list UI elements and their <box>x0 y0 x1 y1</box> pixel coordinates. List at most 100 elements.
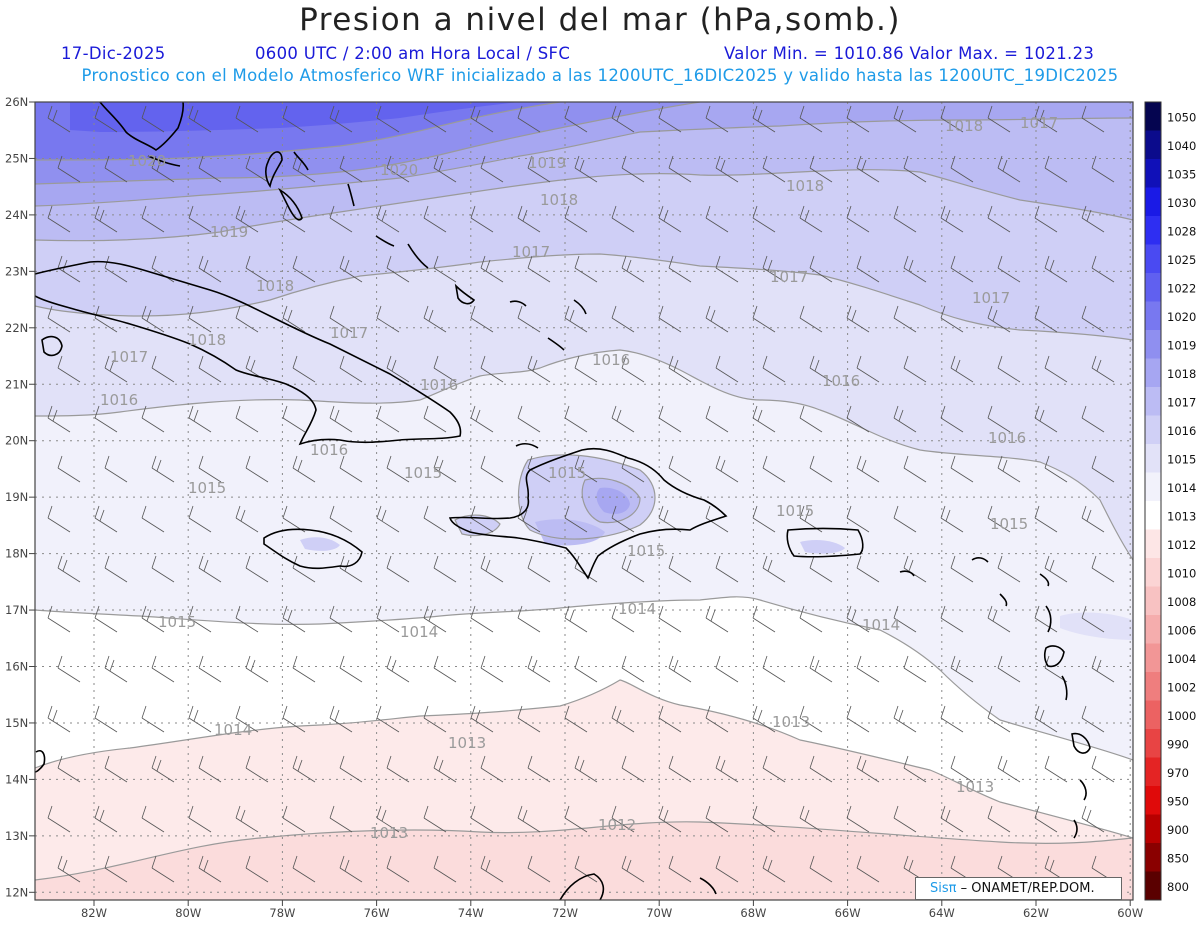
colorbar-label: 900 <box>1167 823 1189 837</box>
cuba-coast <box>35 260 462 446</box>
wind-barb <box>893 105 917 133</box>
wind-barb <box>1081 705 1105 733</box>
wind-barb <box>856 555 880 583</box>
wind-barb <box>47 605 71 633</box>
wind-barb <box>329 805 353 833</box>
wind-barb <box>94 205 118 233</box>
wind-barb <box>611 505 635 533</box>
wind-barb <box>705 305 729 333</box>
wind-barb <box>668 655 692 683</box>
wind-barb <box>235 605 259 633</box>
wind-barb <box>57 855 81 883</box>
contour-label: 1014 <box>618 600 656 618</box>
contour-label: 1019 <box>528 154 566 172</box>
wind-barb <box>997 455 1021 483</box>
wind-barb <box>658 405 682 433</box>
wind-barb <box>705 105 729 133</box>
wind-barb <box>846 105 870 133</box>
contour-label: 1016 <box>100 391 138 409</box>
wind-barb <box>715 455 739 483</box>
min-max-values: Valor Min. = 1010.86 Valor Max. = 1021.2… <box>724 44 1095 63</box>
lesser-antilles-coast <box>1043 645 1065 668</box>
wind-barb <box>94 605 118 633</box>
wind-barb <box>752 505 776 533</box>
wind-barb <box>470 605 494 633</box>
contour-label: 1012 <box>598 816 636 834</box>
wind-barb <box>245 355 269 383</box>
colorbar-swatch <box>1145 615 1161 644</box>
wind-barb <box>950 355 974 383</box>
wind-barb <box>574 755 598 783</box>
lat-label: 13N <box>5 829 28 843</box>
contour-label: 1015 <box>776 502 814 520</box>
wind-barb <box>903 155 927 183</box>
wind-barb <box>527 455 551 483</box>
wind-barb <box>574 855 598 883</box>
wind-barb <box>423 305 447 333</box>
wind-barb <box>564 705 588 733</box>
wind-barb <box>621 855 645 883</box>
forecast-time: 0600 UTC / 2:00 am Hora Local / SFC <box>255 44 571 63</box>
wind-barb <box>329 405 353 433</box>
contour-label: 1017 <box>110 348 148 366</box>
wind-barb <box>94 705 118 733</box>
wind-barb <box>564 305 588 333</box>
wind-barb <box>329 205 353 233</box>
wind-barb <box>282 405 306 433</box>
wind-barb <box>1081 805 1105 833</box>
wind-barb <box>141 805 165 833</box>
wind-barb <box>950 455 974 483</box>
wind-barb <box>245 755 269 783</box>
wind-barb <box>846 405 870 433</box>
wind-barb <box>423 405 447 433</box>
wind-barb <box>668 555 692 583</box>
wind-barb <box>658 805 682 833</box>
wind-barb <box>846 805 870 833</box>
wind-barb <box>480 355 504 383</box>
wind-barb <box>564 205 588 233</box>
wind-barb <box>188 705 212 733</box>
wind-barb <box>188 105 212 133</box>
wind-barb <box>470 505 494 533</box>
wind-barb <box>940 305 964 333</box>
wind-barb <box>282 605 306 633</box>
wind-barb <box>517 205 541 233</box>
lat-label: 14N <box>5 772 28 786</box>
wind-barb <box>893 405 917 433</box>
wind-barb <box>104 755 128 783</box>
colorbar-label: 970 <box>1167 766 1189 780</box>
wind-barb <box>292 455 316 483</box>
wind-barb <box>668 855 692 883</box>
colorbar-swatch <box>1145 871 1161 900</box>
wind-barb <box>893 805 917 833</box>
lat-label: 22N <box>5 321 28 335</box>
contour-label: 1014 <box>400 623 438 641</box>
wind-barb <box>57 755 81 783</box>
wind-barb <box>799 205 823 233</box>
colorbar-swatch <box>1145 159 1161 188</box>
wind-barb <box>1044 555 1068 583</box>
wind-barb <box>433 355 457 383</box>
colorbar-swatch <box>1145 358 1161 387</box>
wind-barb <box>705 805 729 833</box>
wind-barb <box>329 705 353 733</box>
wind-barb <box>997 155 1021 183</box>
wind-barb <box>621 355 645 383</box>
wind-barb <box>339 755 363 783</box>
wind-barb <box>470 405 494 433</box>
wind-barb <box>903 755 927 783</box>
colorbar-label: 1014 <box>1167 481 1196 495</box>
wind-barb <box>480 555 504 583</box>
colorbar-swatch <box>1145 786 1161 815</box>
wind-barb <box>94 805 118 833</box>
wind-barb <box>386 155 410 183</box>
wind-barb <box>433 155 457 183</box>
colorbar-swatch <box>1145 444 1161 473</box>
contour-label: 1018 <box>256 277 294 295</box>
wind-barb <box>893 605 917 633</box>
wind-barb <box>997 655 1021 683</box>
wind-barb <box>574 655 598 683</box>
wind-barb <box>1091 455 1115 483</box>
wind-barb <box>235 405 259 433</box>
